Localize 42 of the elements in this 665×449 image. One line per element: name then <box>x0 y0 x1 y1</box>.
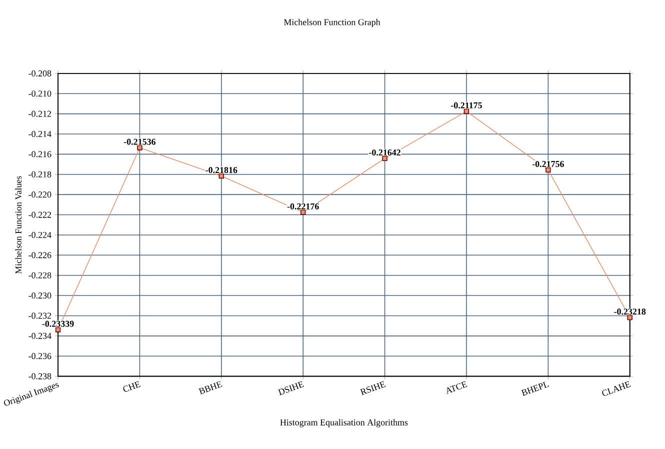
data-label: -0.21536 <box>124 138 156 145</box>
y-tick-label: -0.212 <box>28 110 52 117</box>
point <box>627 314 632 320</box>
point <box>546 167 551 173</box>
y-tick-label: -0.216 <box>28 151 52 158</box>
y-tick-label: -0.232 <box>28 312 52 319</box>
x-tick-label: BBHE <box>198 381 222 394</box>
y-tick-label: -0.208 <box>28 70 52 76</box>
y-tick-label: -0.210 <box>28 90 52 97</box>
y-tick-label: -0.224 <box>28 232 52 238</box>
data-label: -0.23339 <box>42 320 74 327</box>
x-tick-label: CLAHE <box>602 381 631 396</box>
y-tick-label: -0.234 <box>28 332 52 339</box>
data-label: -0.21175 <box>450 102 482 108</box>
y-tick-label: -0.236 <box>28 353 52 360</box>
y-tick-label: -0.238 <box>28 373 52 380</box>
x-tick-label: RSIHE <box>360 381 386 396</box>
y-tick-label: -0.214 <box>28 130 52 138</box>
data-label: -0.23218 <box>614 308 646 315</box>
x-tick-label: CHE <box>123 381 141 392</box>
y-tick-label: -0.228 <box>28 272 52 278</box>
point <box>137 145 142 150</box>
data-label: -0.21816 <box>206 167 238 174</box>
y-tick-label: -0.218 <box>28 171 52 178</box>
data-label: -0.21642 <box>369 149 400 156</box>
y-tick-label: -0.220 <box>28 192 52 198</box>
data-label: -0.22176 <box>287 203 319 210</box>
chart-title: Michelson Function Graph <box>284 18 380 28</box>
x-tick-label: ATCE <box>446 381 468 394</box>
y-tick-label: -0.222 <box>28 212 52 218</box>
data-label: -0.21756 <box>532 160 564 168</box>
y-tick-label: -0.226 <box>28 252 52 258</box>
point <box>55 327 61 332</box>
y-axis-title: Michelson Function Values <box>15 176 22 274</box>
y-tick-label: -0.230 <box>28 292 52 299</box>
x-tick-label: BHEPL <box>521 382 549 396</box>
x-axis-title: Histogram Equalisation Algorithms <box>280 419 408 428</box>
point <box>218 173 224 179</box>
point <box>300 210 306 215</box>
point <box>464 108 470 114</box>
x-tick-label: DSIHE <box>278 381 304 396</box>
point <box>382 156 388 162</box>
